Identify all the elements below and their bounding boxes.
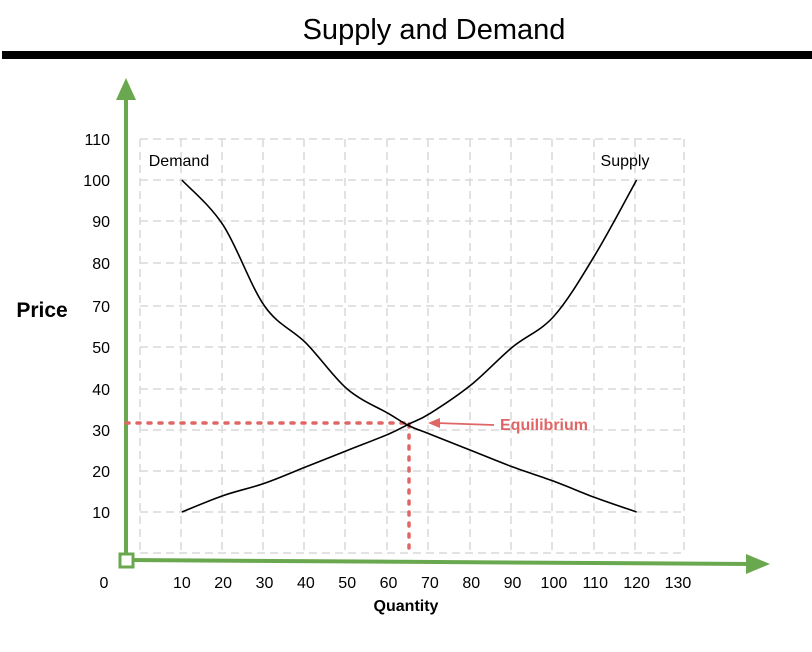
grid bbox=[139, 138, 685, 554]
y-tick-label: 10 bbox=[92, 505, 110, 522]
y-axis-label: Price bbox=[16, 299, 67, 322]
x-axis bbox=[125, 554, 770, 574]
y-tick-label: 30 bbox=[92, 423, 110, 440]
chart-title: Supply and Demand bbox=[303, 14, 566, 46]
x-tick-label: 60 bbox=[380, 575, 398, 592]
equilibrium-arrow bbox=[435, 422, 495, 426]
equilibrium-guides bbox=[124, 421, 411, 558]
supply-label: Supply bbox=[601, 153, 650, 170]
x-tick-label: 110 bbox=[582, 575, 608, 592]
y-tick-label: 80 bbox=[92, 256, 110, 273]
equilibrium-annotation: Equilibrium bbox=[428, 417, 588, 434]
y-tick-label: 70 bbox=[92, 299, 110, 316]
x-tick-label: 80 bbox=[462, 575, 480, 592]
x-tick-label: 20 bbox=[214, 575, 232, 592]
demand-curve bbox=[181, 179, 637, 513]
origin-label: 0 bbox=[100, 575, 109, 592]
x-axis-arrowhead-icon bbox=[746, 554, 770, 574]
x-tick-label: 40 bbox=[297, 575, 315, 592]
supply-curve bbox=[181, 179, 638, 513]
x-tick-label: 10 bbox=[173, 575, 191, 592]
y-tick-label: 100 bbox=[83, 173, 110, 190]
y-tick-labels: 10 20 30 40 50 70 80 90 100 110 bbox=[83, 132, 110, 522]
series-labels: Demand Supply bbox=[149, 153, 650, 170]
x-tick-label: 90 bbox=[504, 575, 522, 592]
y-tick-label: 40 bbox=[92, 382, 110, 399]
y-axis-arrowhead-icon bbox=[116, 78, 136, 100]
x-tick-label: 100 bbox=[541, 575, 568, 592]
origin-marker-icon bbox=[118, 552, 135, 569]
title-rule bbox=[2, 51, 812, 59]
y-tick-label: 110 bbox=[84, 132, 110, 149]
y-tick-label: 20 bbox=[92, 464, 110, 481]
equilibrium-label: Equilibrium bbox=[500, 417, 588, 434]
x-tick-label: 30 bbox=[256, 575, 274, 592]
x-tick-labels: 10 20 30 40 50 60 70 80 90 100 110 120 130 bbox=[173, 575, 691, 592]
equilibrium-arrowhead-icon bbox=[428, 418, 440, 428]
x-tick-label: 70 bbox=[421, 575, 439, 592]
x-tick-label: 130 bbox=[665, 575, 692, 592]
x-axis-label: Quantity bbox=[374, 598, 439, 615]
y-tick-label: 90 bbox=[92, 214, 110, 231]
x-tick-label: 120 bbox=[623, 575, 650, 592]
demand-label: Demand bbox=[149, 153, 209, 170]
series-lines bbox=[181, 179, 638, 513]
y-axis bbox=[116, 78, 136, 560]
y-tick-label: 50 bbox=[92, 340, 110, 357]
x-tick-label: 50 bbox=[338, 575, 356, 592]
